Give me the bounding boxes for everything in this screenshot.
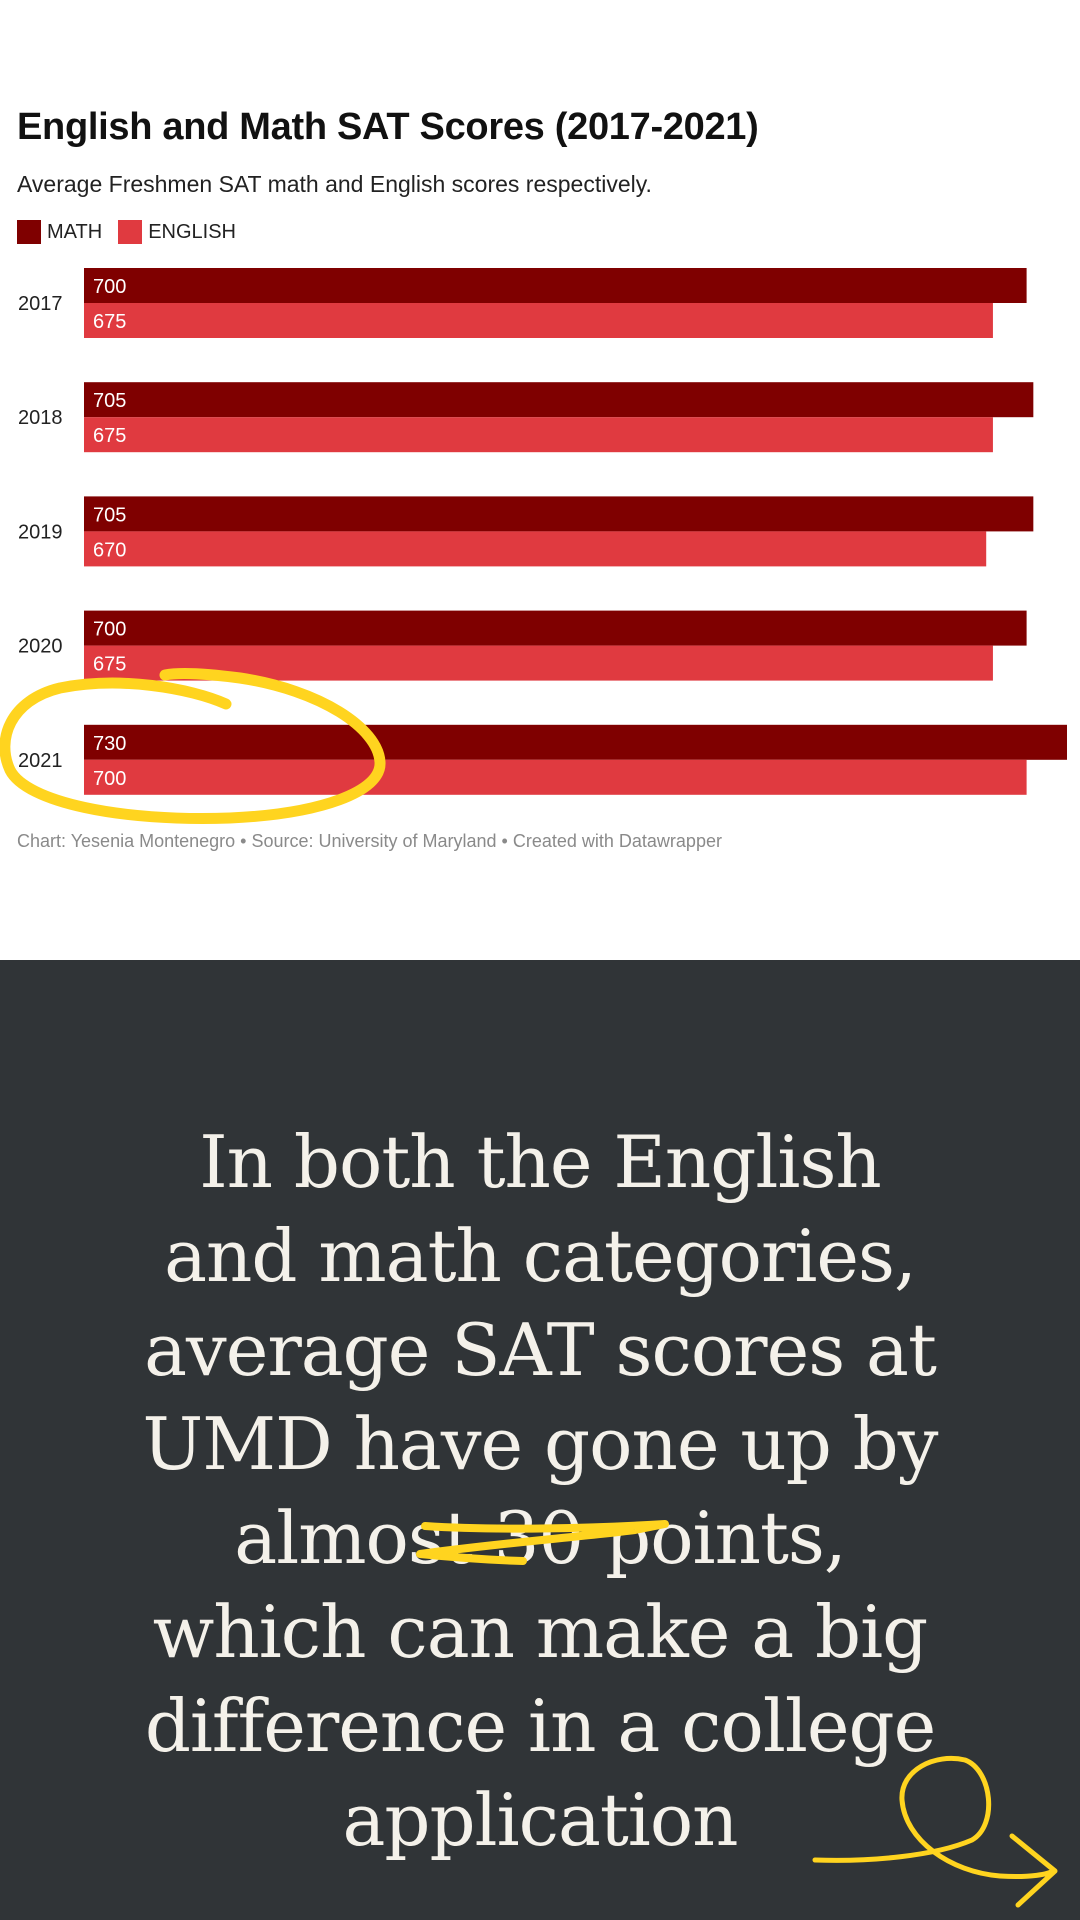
quote-line: UMD have gone up by bbox=[142, 1402, 939, 1486]
quote-line: and math categories, bbox=[164, 1214, 917, 1298]
bar-math bbox=[84, 496, 1034, 532]
bar-value-label: 675 bbox=[93, 654, 126, 676]
bar-value-label: 675 bbox=[93, 311, 126, 333]
category-label: 2017 bbox=[18, 293, 63, 315]
chart-footer: Chart: Yesenia Montenegro • Source: Univ… bbox=[17, 831, 722, 851]
bar-value-label: 700 bbox=[93, 768, 126, 790]
bar-english bbox=[84, 531, 987, 567]
bar-value-label: 700 bbox=[93, 276, 126, 298]
legend-label-math: MATH bbox=[47, 220, 103, 243]
quote-line: application bbox=[342, 1778, 738, 1862]
quote-line: average SAT scores at bbox=[144, 1308, 937, 1392]
chart-subtitle: Average Freshmen SAT math and English sc… bbox=[17, 171, 652, 197]
category-label: 2018 bbox=[18, 407, 63, 429]
legend-item-english: ENGLISH bbox=[118, 220, 236, 244]
quote-line: In both the English bbox=[199, 1120, 882, 1204]
bar-value-label: 675 bbox=[93, 425, 126, 447]
legend-swatch-math bbox=[17, 220, 41, 244]
bar-english bbox=[84, 759, 1027, 795]
bar-math bbox=[84, 382, 1034, 418]
chart-title: English and Math SAT Scores (2017-2021) bbox=[17, 106, 759, 148]
category-label: 2020 bbox=[18, 636, 63, 658]
quote-line: almost 30 points, bbox=[234, 1496, 846, 1580]
legend-item-math: MATH bbox=[17, 220, 102, 244]
bar-value-label: 670 bbox=[93, 539, 126, 561]
bar-math bbox=[84, 724, 1067, 760]
bar-value-label: 705 bbox=[93, 504, 126, 526]
legend-swatch-english bbox=[118, 220, 143, 244]
bar-math bbox=[84, 268, 1027, 303]
bar-value-label: 705 bbox=[93, 390, 126, 412]
bar-english bbox=[84, 303, 993, 338]
category-label: 2021 bbox=[18, 750, 63, 772]
legend-label-english: ENGLISH bbox=[148, 220, 236, 243]
quote-text: In both the English and math categories, a… bbox=[100, 1115, 980, 1867]
chart-legend: MATH ENGLISH bbox=[17, 220, 252, 244]
bar-math bbox=[84, 610, 1027, 646]
chart-plot: 2017 700 675 2018 705 675 2019 705 670 2020 700 675… bbox=[18, 268, 1067, 795]
quote-line: which can make a big bbox=[152, 1590, 928, 1674]
bar-value-label: 730 bbox=[93, 733, 126, 755]
bar-english bbox=[84, 417, 993, 453]
bar-value-label: 700 bbox=[93, 619, 126, 641]
quote-line: difference in a college bbox=[144, 1684, 936, 1768]
bar-english bbox=[84, 645, 993, 681]
category-label: 2019 bbox=[18, 521, 63, 543]
